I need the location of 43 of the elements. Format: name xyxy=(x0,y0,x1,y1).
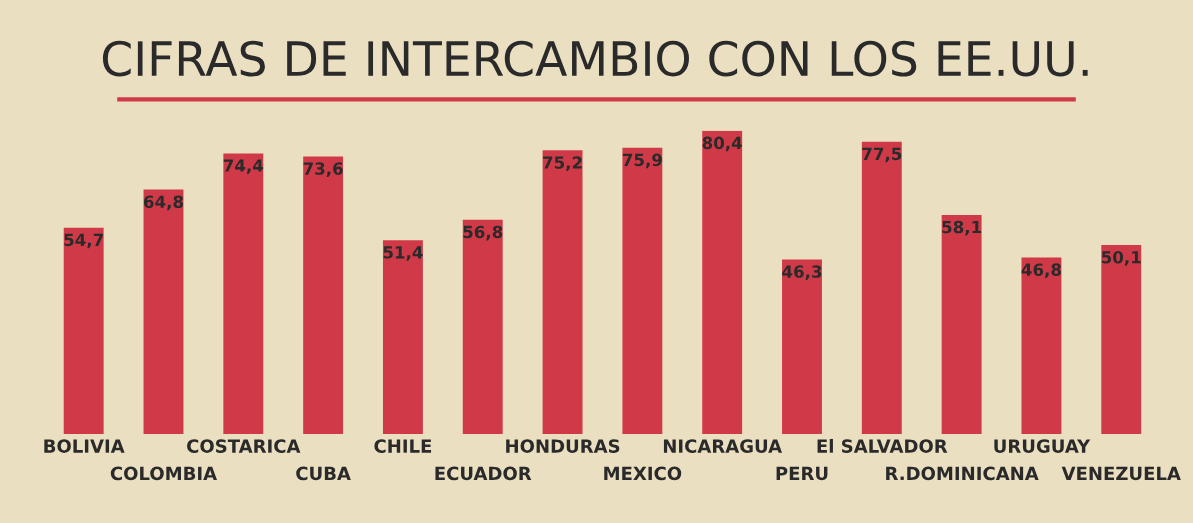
bar xyxy=(861,141,902,435)
bar xyxy=(143,189,184,435)
x-tick-label: COLOMBIA xyxy=(110,466,218,481)
bar xyxy=(462,219,503,435)
bar xyxy=(702,130,743,435)
data-label: 46,8 xyxy=(1021,263,1061,279)
x-tick-label: ECUADOR xyxy=(435,466,532,481)
x-tick-label: HONDURAS xyxy=(506,439,620,453)
x-tick-label: PERU xyxy=(776,466,828,481)
data-label: 64,8 xyxy=(143,195,184,211)
bar xyxy=(941,214,982,435)
data-label: 75,2 xyxy=(543,156,582,171)
x-tick-label: MEXICO xyxy=(604,466,682,481)
bar xyxy=(303,156,344,435)
data-label: 50,1 xyxy=(1101,250,1141,266)
bar xyxy=(622,147,663,435)
data-label: 73,6 xyxy=(303,162,343,177)
x-tick-label: CHILE xyxy=(374,439,432,453)
data-label: 51,4 xyxy=(383,246,423,261)
bar xyxy=(542,150,583,435)
bar xyxy=(1101,245,1142,435)
x-tick-label: NICARAGUA xyxy=(663,439,783,453)
data-label: 56,8 xyxy=(463,225,503,241)
data-label: 77,5 xyxy=(862,147,902,163)
data-label: 80,4 xyxy=(702,136,742,152)
x-tick-label: El SALVADOR xyxy=(817,438,948,453)
x-tick-label: R.DOMINICANA xyxy=(886,466,1039,481)
data-label: 46,3 xyxy=(782,265,822,280)
data-label: 58,1 xyxy=(942,220,982,236)
bar xyxy=(382,240,423,435)
data-label: 74,4 xyxy=(223,159,264,174)
x-tick-label: VENEZUELA xyxy=(1061,466,1181,481)
x-tick-label: BOLIVIA xyxy=(44,439,125,453)
data-label: 54,7 xyxy=(64,233,103,249)
bar xyxy=(1021,257,1062,435)
x-tick-label: CUBA xyxy=(296,466,351,481)
x-tick-label: COSTARICA xyxy=(187,439,301,453)
bar xyxy=(223,153,264,435)
data-label: 75,9 xyxy=(622,153,662,169)
bar xyxy=(63,227,104,435)
chart-title: CIFRAS DE INTERCAMBIO CON LOS EE.UU. xyxy=(102,40,1088,77)
bar xyxy=(782,259,822,435)
x-tick-label: URUGUAY xyxy=(994,439,1091,453)
